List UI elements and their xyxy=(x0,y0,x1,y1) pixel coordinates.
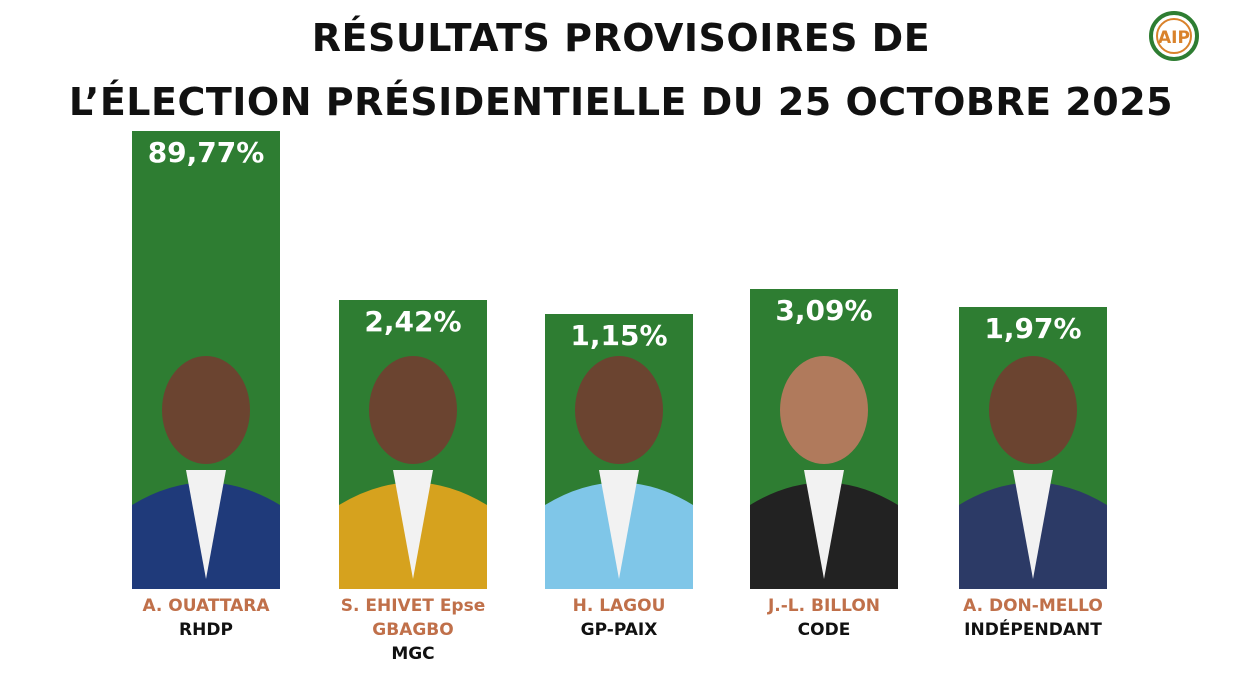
candidate-name-2-line-2: GBAGBO xyxy=(372,620,454,640)
candidate-name-5: A. DON-MELLO xyxy=(963,596,1103,616)
candidate-party-2: MGC xyxy=(391,644,435,664)
page-title-line-1: RÉSULTATS PROVISOIRES DE xyxy=(311,16,931,60)
candidate-party-1: RHDP xyxy=(179,620,233,640)
bar-value-label-1: 89,77% xyxy=(148,136,265,169)
candidate-photo-4 xyxy=(750,356,898,589)
bar-value-label-5: 1,97% xyxy=(984,312,1081,345)
page-title-line-2: L’ÉLECTION PRÉSIDENTIELLE DU 25 OCTOBRE … xyxy=(68,80,1174,124)
aip-logo-icon: AIP xyxy=(1148,10,1200,62)
candidate-photo-2 xyxy=(339,356,487,589)
candidate-party-3: GP-PAIX xyxy=(580,620,658,640)
candidate-photo-5 xyxy=(959,356,1107,589)
candidate-name-1: A. OUATTARA xyxy=(142,596,270,616)
bar-value-label-3: 1,15% xyxy=(570,319,667,352)
candidate-name-4: J.-L. BILLON xyxy=(767,596,881,616)
candidate-photo-1 xyxy=(132,356,280,589)
candidate-party-5: INDÉPENDANT xyxy=(964,620,1102,640)
bar-value-label-2: 2,42% xyxy=(364,305,461,338)
logo-text: AIP xyxy=(1158,28,1190,48)
candidate-name-3: H. LAGOU xyxy=(572,596,666,616)
candidate-name-2-line-1: S. EHIVET Epse xyxy=(340,596,486,616)
candidate-photo-3 xyxy=(545,356,693,589)
candidate-party-4: CODE xyxy=(797,620,851,640)
bar-value-label-4: 3,09% xyxy=(775,294,872,327)
